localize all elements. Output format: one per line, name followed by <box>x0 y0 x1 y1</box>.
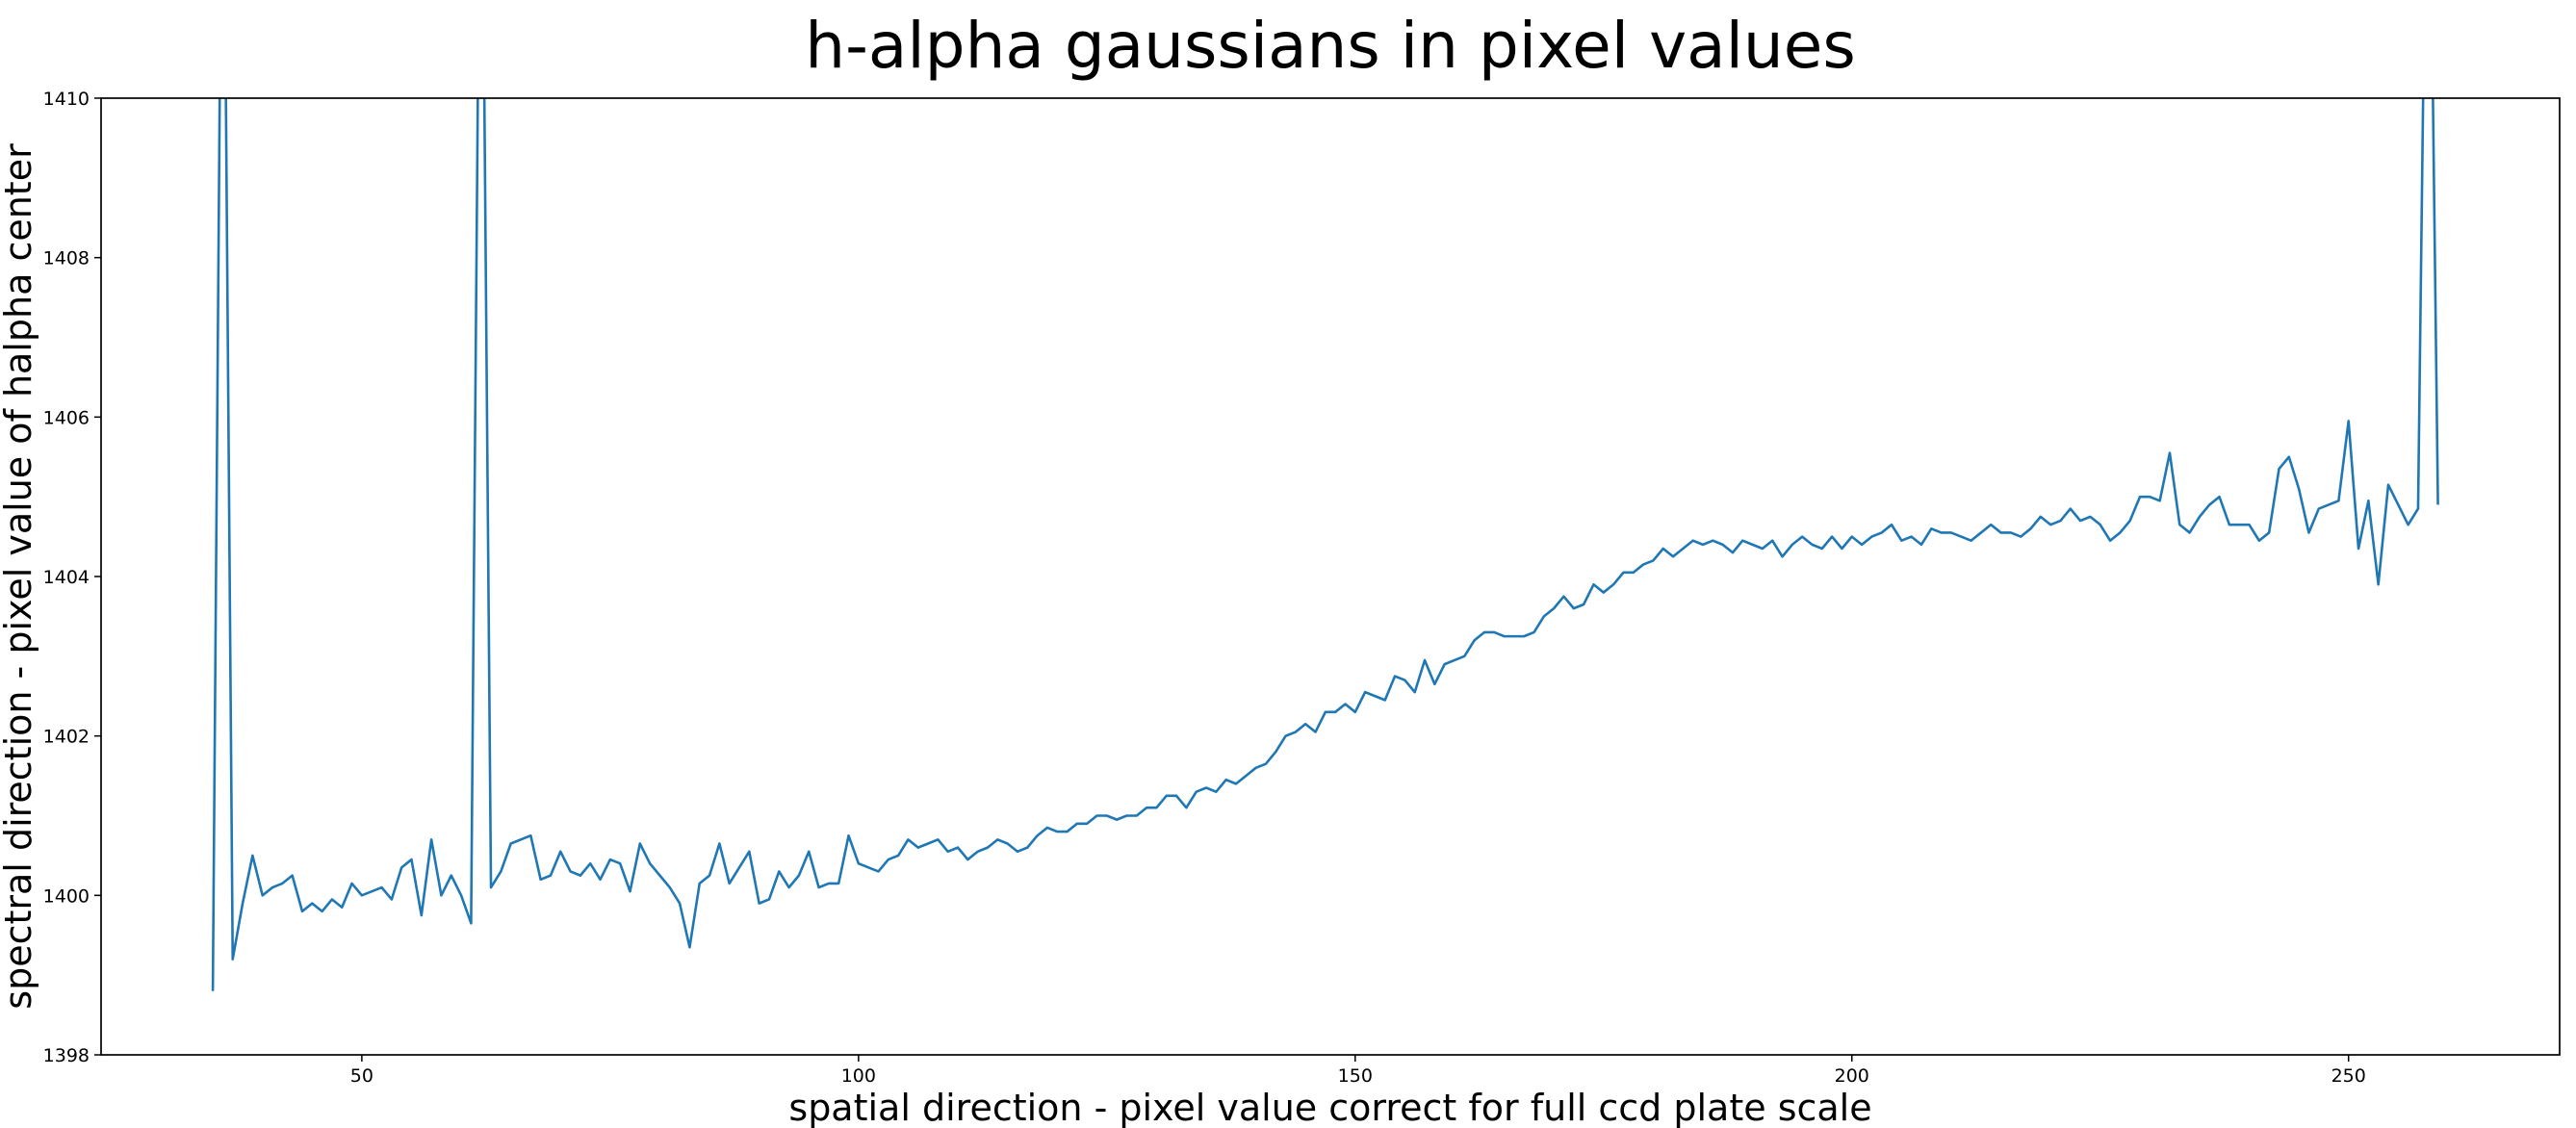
plot-frame <box>100 97 2561 1056</box>
chart-title: h-alpha gaussians in pixel values <box>805 9 1855 83</box>
y-tick-label: 1406 <box>43 407 90 428</box>
ticks: 50 100 150 200 250 1398 1400 1402 1404 1406 1408 14… <box>43 89 2366 1087</box>
x-axis-label: spatial direction - pixel value correct … <box>788 1087 1871 1128</box>
x-tick-label: 150 <box>1338 1065 1373 1087</box>
x-tick-label: 250 <box>2331 1065 2366 1087</box>
x-tick-label: 50 <box>350 1065 374 1087</box>
y-tick-label: 1398 <box>43 1045 90 1066</box>
data-line <box>211 98 2439 991</box>
x-tick-label: 100 <box>841 1065 876 1087</box>
y-tick-label: 1408 <box>43 248 90 269</box>
x-tick-label: 200 <box>1835 1065 1869 1087</box>
y-tick-label: 1410 <box>43 89 90 110</box>
y-tick-label: 1402 <box>43 727 90 748</box>
y-tick-label: 1404 <box>43 567 90 588</box>
y-tick-label: 1400 <box>43 885 90 907</box>
plot-area <box>211 98 2439 991</box>
y-axis-label: spectral direction - pixel value of halp… <box>0 143 39 1010</box>
